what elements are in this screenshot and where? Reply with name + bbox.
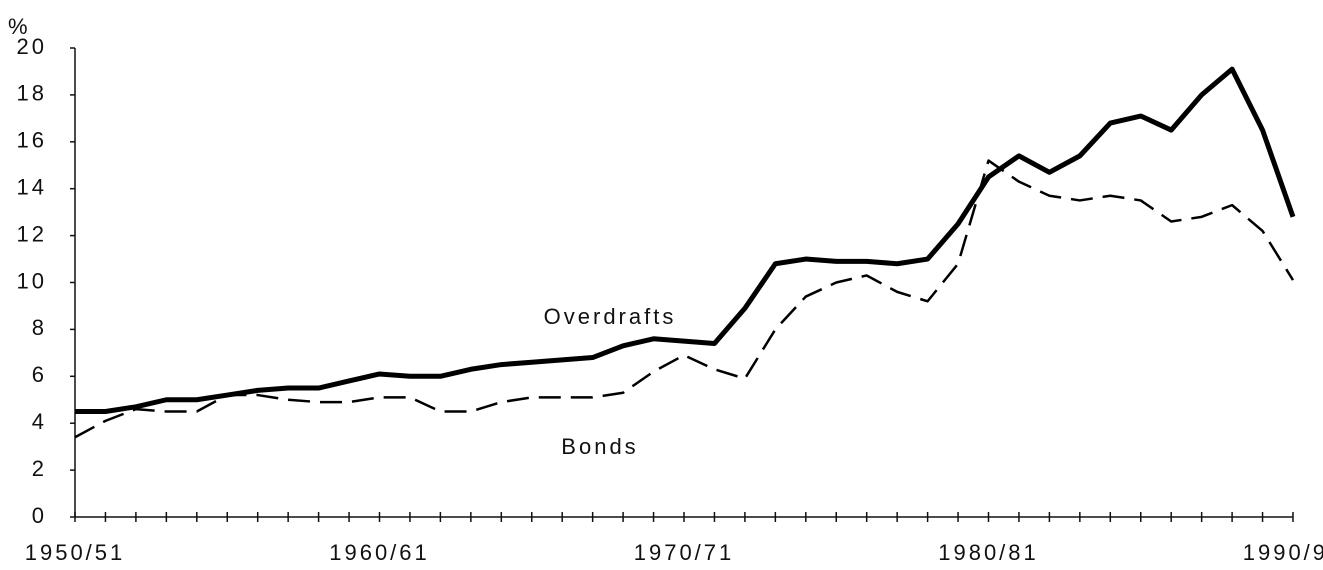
y-tick-label: 14 xyxy=(17,175,47,200)
series-line xyxy=(75,66,1296,414)
series-line xyxy=(74,159,1295,439)
x-tick-label: 1990/91 xyxy=(1243,540,1323,565)
y-tick-label: 10 xyxy=(17,268,47,293)
y-tick-label: 16 xyxy=(17,128,47,153)
x-tick-label: 1970/71 xyxy=(634,540,735,565)
y-tick-label: 6 xyxy=(32,362,47,387)
y-tick-label: 4 xyxy=(32,409,47,434)
y-tick-label: 0 xyxy=(32,503,47,528)
x-tick-label: 1960/61 xyxy=(329,540,430,565)
y-tick-label: 12 xyxy=(17,221,47,246)
y-tick-label: 18 xyxy=(17,81,47,106)
y-tick-label: 2 xyxy=(32,456,47,481)
y-tick-label: 8 xyxy=(32,315,47,340)
x-tick-label: 1980/81 xyxy=(938,540,1039,565)
y-tick-label: 20 xyxy=(17,34,47,59)
y-axis-label: % xyxy=(8,14,31,39)
x-tick-label: 1950/51 xyxy=(25,540,126,565)
series-label: Bonds xyxy=(561,434,638,459)
series-label: Overdrafts xyxy=(544,304,677,329)
